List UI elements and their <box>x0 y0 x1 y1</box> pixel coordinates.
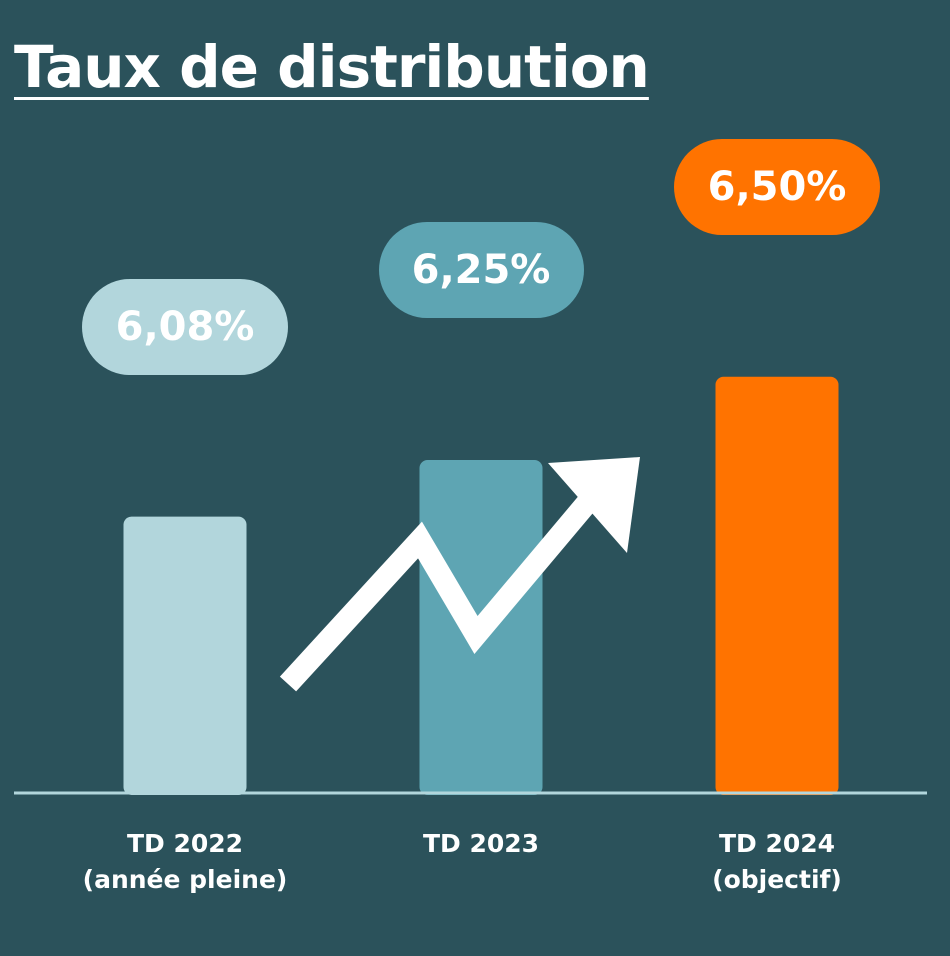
bar-td-2024 <box>715 376 839 795</box>
bar-td-2022 <box>123 516 247 795</box>
category-label-line2: (année pleine) <box>82 865 288 894</box>
category-label-line1: TD 2023 <box>422 829 540 858</box>
category-label-line1: TD 2022 <box>126 829 244 858</box>
category-label-line2: (objectif) <box>712 865 842 894</box>
category-label-td-2023: TD 2023 <box>331 826 631 862</box>
category-label-td-2022: TD 2022 (année pleine) <box>35 826 335 898</box>
value-label-td-2022: 6,08% <box>82 278 288 375</box>
trend-arrow-icon <box>279 457 640 692</box>
category-label-td-2024: TD 2024 (objectif) <box>627 826 927 898</box>
value-label-td-2023: 6,25% <box>378 222 584 318</box>
category-label-line1: TD 2024 <box>718 829 836 858</box>
chart-title: Taux de distribution <box>14 33 650 101</box>
value-label-td-2024: 6,50% <box>674 138 880 235</box>
